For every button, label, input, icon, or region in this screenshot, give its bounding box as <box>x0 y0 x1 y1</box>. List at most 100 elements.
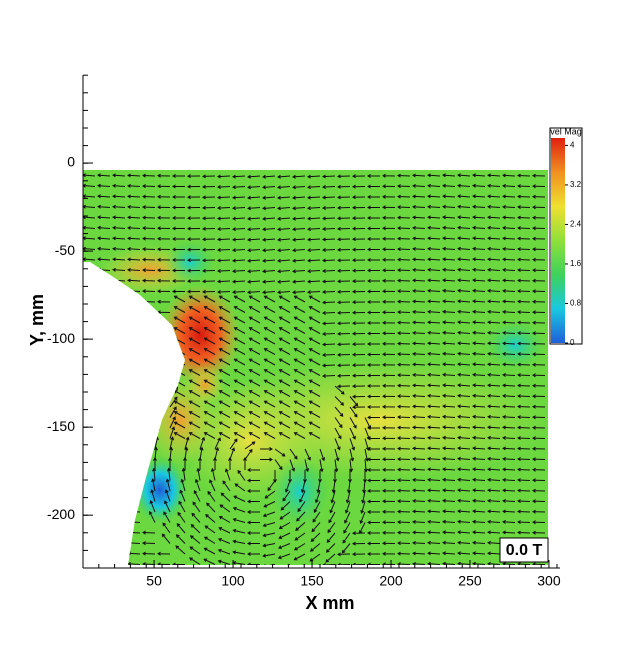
vector-arrow <box>295 522 306 531</box>
vector-arrow <box>442 383 456 388</box>
vector-arrow <box>457 467 471 472</box>
vector-arrow <box>277 206 291 211</box>
vector-arrow <box>83 362 96 367</box>
vector-arrow <box>322 321 336 326</box>
vector-arrow <box>127 393 141 398</box>
vector-arrow <box>262 532 276 538</box>
vector-arrow <box>337 289 351 294</box>
vector-arrow <box>346 480 351 494</box>
vector-arrow <box>142 194 156 199</box>
vector-arrow <box>322 311 336 315</box>
vector-arrow <box>164 489 171 502</box>
vector-arrow <box>442 456 456 461</box>
vector-arrow <box>203 327 216 334</box>
vector-arrow <box>367 194 381 199</box>
vector-arrow <box>442 372 456 377</box>
vector-arrow <box>352 394 366 399</box>
vector-arrow <box>243 457 247 470</box>
vector-arrow <box>472 341 486 346</box>
vector-arrow <box>472 425 486 430</box>
vector-arrow <box>280 501 291 511</box>
vector-arrow <box>172 205 186 210</box>
vector-arrow <box>487 435 501 440</box>
vector-arrow <box>472 530 486 535</box>
vector-arrow <box>307 290 321 295</box>
vector-arrow <box>277 174 291 179</box>
vector-arrow <box>187 258 201 263</box>
vector-arrow <box>397 310 411 315</box>
vector-arrow <box>367 362 381 367</box>
vector-arrow <box>142 310 156 315</box>
vector-arrow <box>367 268 381 273</box>
vector-arrow <box>232 528 246 534</box>
vector-arrow <box>427 372 441 377</box>
vector-arrow <box>352 531 366 536</box>
vector-arrow <box>502 278 516 283</box>
vector-arrow <box>112 488 126 493</box>
vector-arrow <box>382 268 396 273</box>
vector-arrow <box>217 185 231 189</box>
vector-arrow <box>247 499 260 504</box>
vector-arrow <box>397 383 411 388</box>
vector-arrow <box>427 488 441 493</box>
vector-arrow <box>248 379 261 387</box>
vector-arrow <box>175 534 186 544</box>
vector-arrow <box>397 278 411 283</box>
vector-arrow <box>307 269 321 274</box>
vector-arrow <box>382 362 396 367</box>
vector-arrow <box>142 551 156 556</box>
vector-arrow <box>260 457 273 462</box>
vector-arrow <box>172 247 186 252</box>
vector-arrow <box>187 216 201 221</box>
vector-arrow <box>457 288 471 293</box>
vector-arrow <box>322 563 336 565</box>
vector-arrow <box>337 331 351 336</box>
vector-arrow <box>229 438 238 450</box>
vector-arrow <box>112 236 126 241</box>
vector-arrow <box>502 288 516 293</box>
vector-arrow <box>487 362 501 367</box>
vector-arrow <box>232 506 246 513</box>
vector-arrow <box>502 341 516 346</box>
vector-arrow <box>352 184 366 189</box>
vector-arrow <box>367 467 381 472</box>
vector-arrow <box>442 257 456 262</box>
vector-arrow <box>382 247 396 252</box>
vector-arrow <box>263 306 276 313</box>
x-tick-label: 100 <box>221 573 245 589</box>
vector-arrow <box>412 309 426 314</box>
vector-arrow <box>157 247 171 252</box>
vector-arrow <box>397 173 411 178</box>
vector-arrow <box>532 352 546 357</box>
vector-arrow <box>427 183 441 188</box>
vector-arrow <box>83 341 96 346</box>
vector-arrow <box>218 306 231 313</box>
vector-arrow <box>322 185 336 189</box>
vector-arrow <box>142 236 156 241</box>
vector-arrow <box>517 404 531 409</box>
vector-arrow <box>322 216 336 221</box>
vector-arrow <box>472 257 486 262</box>
vector-arrow <box>233 316 246 324</box>
vector-arrow <box>97 446 111 451</box>
vector-arrow <box>247 258 261 263</box>
vector-arrow <box>382 467 396 472</box>
vector-arrow <box>532 257 546 262</box>
vector-arrow <box>142 320 156 325</box>
vector-arrow <box>314 490 321 504</box>
vector-arrow <box>293 369 306 376</box>
vector-arrow <box>367 499 381 504</box>
vector-arrow <box>517 436 531 441</box>
vector-arrow <box>112 435 126 440</box>
vector-arrow <box>262 290 276 295</box>
vector-arrow <box>112 288 126 293</box>
vector-arrow <box>532 194 546 199</box>
vector-arrow <box>442 225 456 230</box>
vector-arrow <box>442 530 456 535</box>
vector-arrow <box>397 541 411 546</box>
colorbar-tick-label: 1.6 <box>570 259 582 268</box>
vector-arrow <box>262 185 276 190</box>
vector-arrow <box>319 459 324 473</box>
vector-arrow <box>277 290 291 295</box>
vector-arrow <box>427 194 441 199</box>
